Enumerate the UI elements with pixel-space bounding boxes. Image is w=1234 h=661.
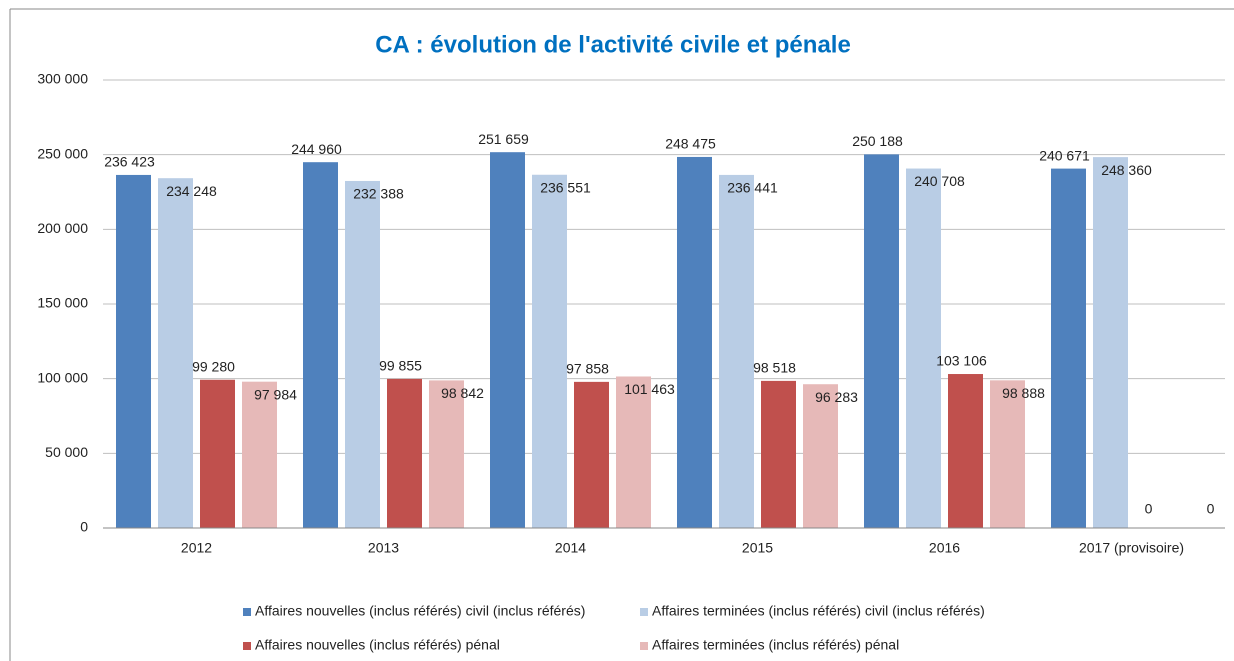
y-tick-label: 100 000 [37, 369, 88, 385]
x-tick-label: 2017 (provisoire) [1079, 540, 1184, 556]
data-label: 236 441 [727, 180, 778, 196]
data-label: 232 388 [353, 186, 404, 202]
bar [1093, 157, 1128, 529]
data-label: 236 551 [540, 179, 591, 195]
legend-swatch [640, 608, 648, 616]
y-tick-label: 300 000 [37, 71, 88, 87]
legend-label: Affaires nouvelles (inclus référés) péna… [255, 637, 500, 653]
data-label: 99 855 [379, 358, 422, 374]
x-tick-label: 2016 [929, 540, 960, 556]
data-label: 96 283 [815, 389, 858, 405]
bar [1051, 168, 1086, 529]
data-label: 248 475 [665, 136, 716, 152]
legend-swatch [243, 642, 251, 650]
data-label: 251 659 [478, 131, 529, 147]
bar [200, 379, 235, 528]
bar [616, 376, 651, 528]
data-label: 97 858 [566, 361, 609, 377]
x-tick-label: 2013 [368, 540, 399, 556]
bar [990, 380, 1025, 528]
data-label: 248 360 [1101, 162, 1152, 178]
bar [387, 378, 422, 528]
bar [677, 156, 712, 528]
bar [242, 381, 277, 528]
bar [116, 174, 151, 528]
legend-swatch [243, 608, 251, 616]
data-label: 98 842 [441, 385, 484, 401]
y-tick-label: 50 000 [45, 444, 88, 460]
y-tick-label: 200 000 [37, 220, 88, 236]
data-label: 98 518 [753, 360, 796, 376]
chart-title: CA : évolution de l'activité civile et p… [375, 31, 851, 58]
y-tick-label: 150 000 [37, 295, 88, 311]
data-label: 240 671 [1039, 147, 1090, 163]
x-tick-label: 2014 [555, 540, 586, 556]
bar [906, 168, 941, 528]
bar [803, 384, 838, 528]
legend-label: Affaires nouvelles (inclus référés) civi… [255, 603, 585, 619]
data-label: 97 984 [254, 386, 297, 402]
x-tick-label: 2012 [181, 540, 212, 556]
bar [761, 380, 796, 528]
bar [948, 374, 983, 528]
bar [158, 178, 193, 529]
bar [429, 380, 464, 528]
bar [345, 180, 380, 528]
data-label: 244 960 [291, 141, 342, 157]
bar [303, 162, 338, 529]
data-label: 98 888 [1002, 385, 1045, 401]
data-label: 101 463 [624, 381, 675, 397]
y-tick-label: 0 [80, 519, 88, 535]
data-label: 0 [1145, 501, 1153, 517]
data-label: 234 248 [166, 183, 217, 199]
y-tick-label: 250 000 [37, 145, 88, 161]
data-label: 240 708 [914, 173, 965, 189]
bar [490, 152, 525, 529]
bar [574, 381, 609, 528]
x-tick-label: 2015 [742, 540, 773, 556]
data-label: 99 280 [192, 358, 235, 374]
bar [864, 154, 899, 528]
data-label: 250 188 [852, 133, 903, 149]
bar [719, 174, 754, 528]
data-label: 236 423 [104, 154, 155, 170]
bar [532, 174, 567, 529]
legend-label: Affaires terminées (inclus référés) civi… [652, 603, 985, 619]
legend-swatch [640, 642, 648, 650]
data-label: 0 [1207, 501, 1215, 517]
data-label: 103 106 [936, 353, 987, 369]
legend-label: Affaires terminées (inclus référés) péna… [652, 637, 899, 653]
